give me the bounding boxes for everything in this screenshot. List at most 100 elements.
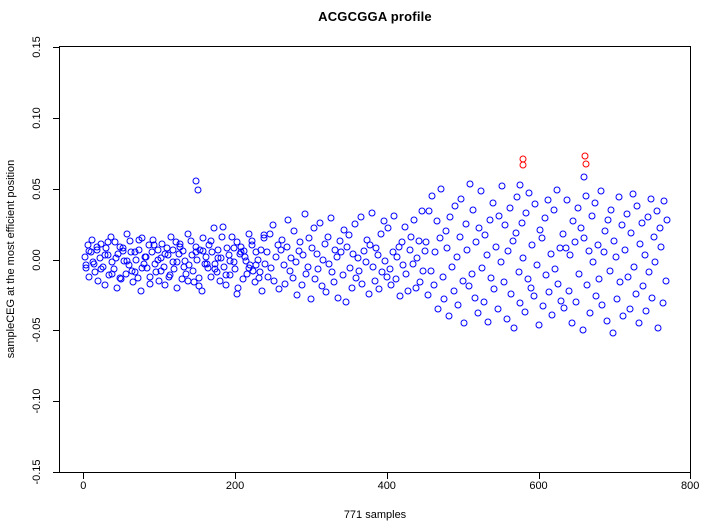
data-point bbox=[378, 268, 386, 276]
data-point bbox=[310, 224, 318, 232]
data-point bbox=[615, 193, 623, 201]
x-axis-tick bbox=[235, 473, 237, 479]
data-point bbox=[401, 223, 409, 231]
data-point bbox=[231, 265, 239, 273]
data-point bbox=[358, 280, 366, 288]
data-point bbox=[351, 220, 359, 228]
data-point bbox=[521, 308, 529, 316]
data-point bbox=[484, 318, 492, 326]
data-point bbox=[349, 250, 357, 258]
y-axis-tick-label: 0.10 bbox=[31, 106, 43, 129]
data-point bbox=[483, 251, 491, 259]
data-point bbox=[210, 224, 218, 232]
data-point bbox=[656, 224, 664, 232]
data-point bbox=[293, 291, 301, 299]
y-axis-tick-label: -0.10 bbox=[31, 388, 43, 414]
data-point bbox=[330, 278, 338, 286]
data-point bbox=[179, 247, 187, 255]
data-point bbox=[431, 248, 439, 256]
data-point bbox=[123, 230, 131, 238]
data-point bbox=[228, 233, 236, 241]
data-point bbox=[489, 199, 497, 207]
data-point bbox=[336, 237, 344, 245]
data-point bbox=[553, 186, 561, 194]
data-point bbox=[663, 216, 671, 224]
data-point bbox=[398, 238, 406, 246]
data-point bbox=[469, 206, 477, 214]
data-point bbox=[292, 258, 300, 266]
data-point bbox=[434, 305, 442, 313]
data-point bbox=[85, 273, 93, 281]
data-point bbox=[195, 282, 203, 290]
data-point bbox=[241, 253, 249, 261]
data-point bbox=[586, 309, 594, 317]
y-axis-tick bbox=[53, 188, 59, 190]
data-point bbox=[481, 231, 489, 239]
data-point bbox=[319, 256, 327, 263]
data-point bbox=[589, 258, 597, 266]
data-point bbox=[93, 243, 101, 251]
data-point bbox=[218, 233, 226, 241]
data-point bbox=[155, 277, 163, 285]
data-point bbox=[506, 204, 514, 212]
data-point bbox=[515, 268, 523, 276]
x-axis-tick-label: 200 bbox=[225, 480, 245, 492]
x-axis-tick bbox=[538, 473, 540, 479]
data-point bbox=[507, 290, 515, 298]
data-point bbox=[416, 278, 424, 286]
data-point bbox=[328, 268, 336, 276]
data-point bbox=[474, 309, 482, 317]
data-point bbox=[459, 277, 467, 285]
data-point bbox=[134, 274, 142, 282]
data-point bbox=[334, 294, 342, 302]
data-point bbox=[560, 304, 568, 312]
x-axis-tick bbox=[83, 473, 85, 479]
data-point bbox=[413, 254, 421, 262]
data-point bbox=[111, 238, 119, 246]
data-point bbox=[538, 234, 546, 242]
data-point bbox=[436, 234, 444, 242]
data-point bbox=[460, 319, 468, 327]
data-point bbox=[516, 181, 524, 189]
data-point bbox=[230, 244, 237, 252]
data-point bbox=[572, 298, 580, 306]
data-point bbox=[422, 238, 430, 246]
data-point bbox=[304, 263, 312, 271]
data-point-highlighted bbox=[581, 152, 589, 160]
data-point bbox=[342, 298, 350, 306]
data-point bbox=[497, 258, 505, 266]
data-point bbox=[629, 190, 637, 198]
data-point bbox=[348, 284, 356, 292]
data-point bbox=[245, 264, 253, 272]
data-point bbox=[642, 307, 650, 315]
data-point bbox=[272, 253, 280, 261]
data-point bbox=[472, 238, 480, 246]
data-point bbox=[261, 260, 269, 268]
data-point bbox=[345, 231, 353, 239]
data-point bbox=[207, 237, 215, 245]
data-point bbox=[427, 267, 435, 275]
y-axis-tick-label: 0.00 bbox=[31, 248, 43, 271]
data-point bbox=[598, 301, 606, 309]
data-point bbox=[654, 324, 662, 332]
data-point bbox=[355, 267, 363, 275]
data-point bbox=[609, 329, 617, 337]
data-point bbox=[216, 277, 224, 285]
y-axis-tick bbox=[53, 259, 59, 261]
data-point bbox=[135, 246, 143, 254]
data-point bbox=[456, 233, 464, 241]
data-point bbox=[601, 227, 609, 235]
data-point bbox=[638, 219, 646, 227]
data-point bbox=[324, 233, 332, 241]
data-point bbox=[630, 263, 638, 271]
data-point bbox=[619, 312, 627, 320]
data-point bbox=[97, 265, 105, 273]
data-point bbox=[559, 230, 567, 238]
data-point bbox=[495, 212, 503, 220]
data-point bbox=[233, 290, 241, 298]
data-point bbox=[498, 182, 506, 190]
data-point bbox=[112, 254, 120, 262]
y-axis-tick-label: -0.05 bbox=[31, 317, 43, 343]
data-point bbox=[500, 278, 508, 286]
data-point bbox=[94, 277, 102, 285]
